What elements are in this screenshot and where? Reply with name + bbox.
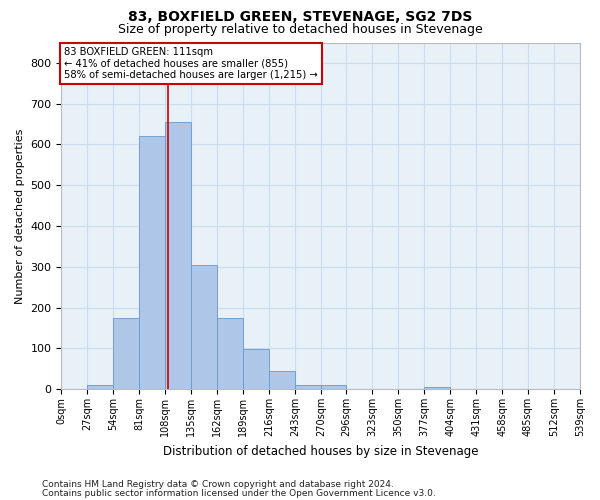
Y-axis label: Number of detached properties: Number of detached properties: [15, 128, 25, 304]
Text: Contains public sector information licensed under the Open Government Licence v3: Contains public sector information licen…: [42, 488, 436, 498]
Bar: [243, 349, 269, 389]
Text: 83 BOXFIELD GREEN: 111sqm
← 41% of detached houses are smaller (855)
58% of semi: 83 BOXFIELD GREEN: 111sqm ← 41% of detac…: [64, 46, 318, 80]
Bar: [269, 371, 295, 389]
Bar: [424, 387, 450, 389]
Bar: [166, 122, 191, 389]
Bar: [139, 136, 166, 389]
Bar: [191, 265, 217, 389]
Text: Size of property relative to detached houses in Stevenage: Size of property relative to detached ho…: [118, 22, 482, 36]
Bar: [217, 318, 243, 389]
Text: 83, BOXFIELD GREEN, STEVENAGE, SG2 7DS: 83, BOXFIELD GREEN, STEVENAGE, SG2 7DS: [128, 10, 472, 24]
Text: Contains HM Land Registry data © Crown copyright and database right 2024.: Contains HM Land Registry data © Crown c…: [42, 480, 394, 489]
Bar: [88, 385, 113, 389]
Bar: [295, 385, 321, 389]
X-axis label: Distribution of detached houses by size in Stevenage: Distribution of detached houses by size …: [163, 444, 478, 458]
Bar: [113, 318, 139, 389]
Bar: [321, 385, 346, 389]
